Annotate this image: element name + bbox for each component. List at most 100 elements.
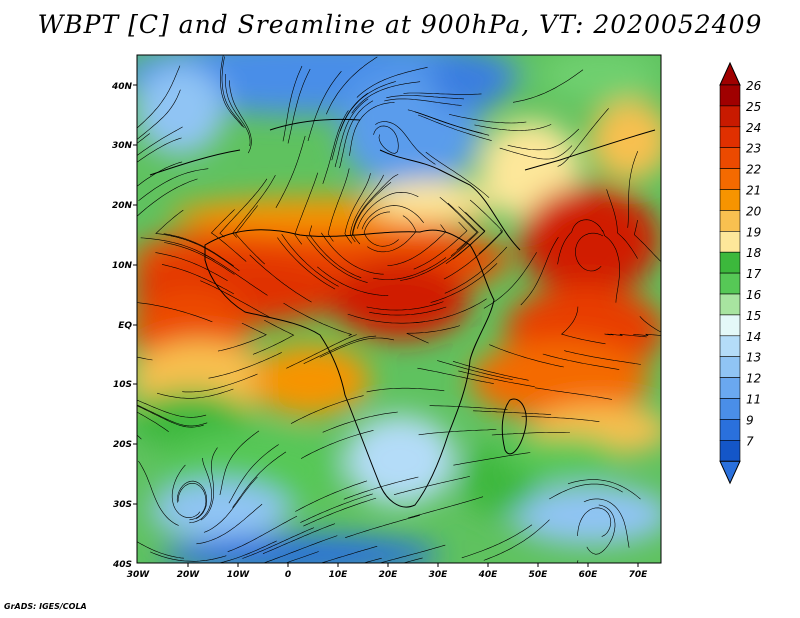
streamline [221,56,245,129]
colorbar-swatch [719,314,741,337]
streamline [331,93,368,161]
streamline [362,557,382,563]
streamline [461,524,533,559]
streamline [413,298,487,324]
streamline-layer [137,55,661,563]
streamline [430,263,498,303]
streamline [217,540,277,563]
streamline [378,544,446,563]
streamline [137,133,150,144]
streamline [499,145,573,160]
colorbar-swatch [719,356,741,378]
longitude-axis: 30W 20W 10W 0 10E 20E 30E 40E 50E 60E 70… [127,563,648,580]
streamline [137,411,169,432]
streamline [356,66,428,98]
colorbar-swatch [719,398,741,420]
lon-label: 10E [329,570,349,580]
streamline [407,109,483,134]
streamline [200,280,270,318]
colorbar-label: 16 [746,288,762,302]
streamline [361,205,424,230]
streamline [286,334,357,369]
colorbar-top-arrow [719,61,741,86]
lat-label: 20S [113,440,132,450]
streamline [542,353,620,370]
streamline [417,367,494,384]
streamline [217,322,267,352]
streamline [491,432,570,436]
lat-label: EQ [118,321,132,331]
streamline [137,65,181,129]
streamline [334,98,369,168]
streamline [326,56,378,115]
streamline [583,498,630,548]
streamline [242,527,315,559]
streamline [307,71,342,141]
streamline [557,219,603,265]
lat-label: 40N [111,82,133,92]
streamline [425,151,490,198]
lon-label: 70E [629,570,649,580]
streamline [387,224,447,266]
lat-label: 20N [112,201,133,211]
streamline [560,306,606,345]
credit-text: GrADS: IGES/COLA [4,602,87,611]
map-frame [136,54,662,564]
streamline [393,476,470,495]
lon-label: 10W [227,570,251,580]
streamline [452,361,529,381]
streamline [137,356,153,361]
streamline [322,110,349,184]
colorbar-label: 23 [746,142,761,156]
colorbar-swatch [719,377,741,399]
streamline [384,98,462,106]
streamline [228,444,279,504]
streamline [232,175,276,238]
colorbar-swatch [719,231,741,253]
lon-label: 40E [478,570,499,580]
streamline [445,211,486,264]
streamline [219,178,268,238]
streamline [439,196,478,251]
streamline [351,174,399,235]
streamline [322,411,398,433]
streamline [366,387,445,393]
streamline [137,405,204,428]
streamline [277,237,336,290]
colorbar-label: 15 [746,309,761,323]
streamline [418,429,497,436]
streamline [627,150,639,228]
streamline [203,476,258,533]
streamline [264,535,338,563]
colorbar-swatch [719,105,741,128]
streamline [137,399,207,418]
streamline [320,546,378,563]
streamline [512,69,584,103]
lat-label: 10N [112,261,133,271]
streamline [367,215,417,253]
colorbar-label: 21 [746,184,761,198]
colorbar-label: 12 [746,372,761,386]
wbpt-field [137,55,661,563]
streamline [534,387,613,400]
streamline [227,515,298,552]
streamline [586,504,616,555]
streamline [220,55,243,127]
streamline [210,209,247,262]
streamline [347,313,425,324]
streamline [407,496,484,519]
streamline [182,373,258,393]
streamline [564,350,641,365]
streamline [483,252,537,309]
streamline [403,92,482,95]
streamline [606,189,638,259]
streamline [449,114,527,124]
streamline [319,337,395,358]
streamline [633,220,661,263]
colorbar-label: 9 [746,413,754,427]
streamline [137,434,142,440]
streamline [137,126,183,156]
streamline [137,89,181,140]
streamline [327,168,350,242]
